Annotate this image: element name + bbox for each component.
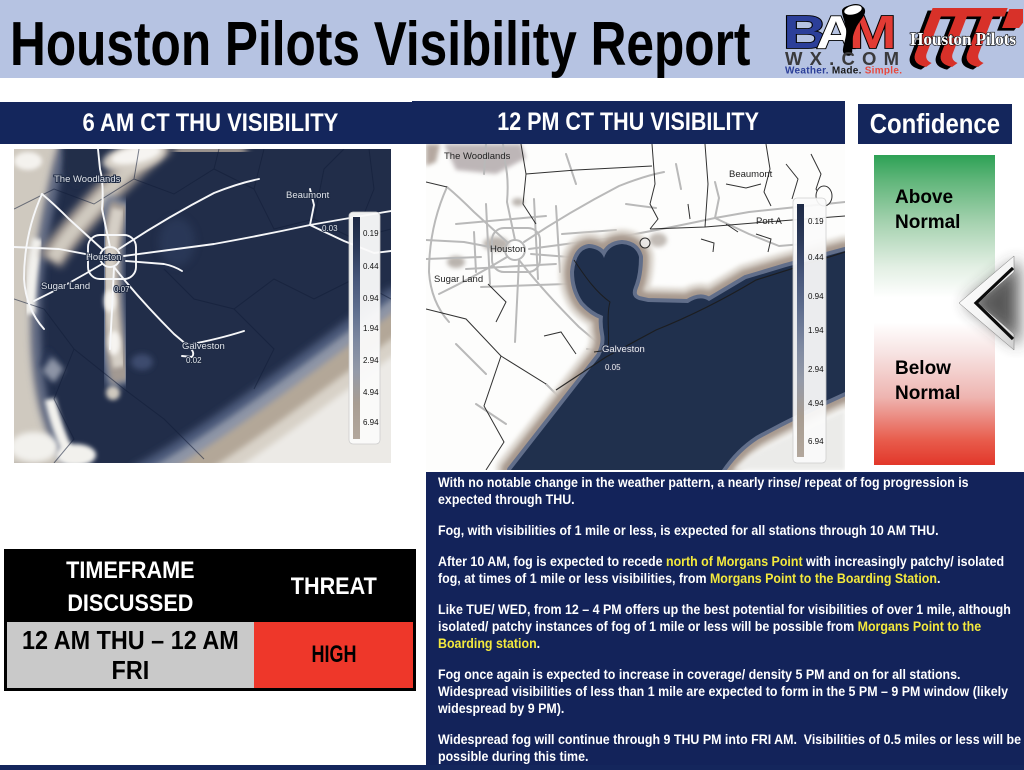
svg-text:Galveston: Galveston xyxy=(182,341,225,352)
svg-text:0.07: 0.07 xyxy=(114,285,130,294)
svg-text:6.94: 6.94 xyxy=(363,418,379,427)
svg-text:Beaumont: Beaumont xyxy=(729,169,773,180)
svg-text:M: M xyxy=(849,6,897,57)
svg-text:4.94: 4.94 xyxy=(808,399,824,408)
svg-text:0.02: 0.02 xyxy=(186,356,202,365)
svg-text:0.44: 0.44 xyxy=(363,262,379,271)
svg-text:1.94: 1.94 xyxy=(808,326,824,335)
svg-text:0.05: 0.05 xyxy=(605,363,621,372)
svg-text:Galveston: Galveston xyxy=(602,344,645,355)
svg-text:1.94: 1.94 xyxy=(363,324,379,333)
svg-text:Houston: Houston xyxy=(86,252,121,263)
svg-text:WX.COM: WX.COM xyxy=(785,48,899,69)
svg-text:0.94: 0.94 xyxy=(363,294,379,303)
svg-text:0.19: 0.19 xyxy=(363,229,379,238)
svg-text:Weather. Made. Simple.: Weather. Made. Simple. xyxy=(785,66,902,76)
svg-text:Port A: Port A xyxy=(756,216,783,227)
svg-text:Houston: Houston xyxy=(490,244,525,255)
svg-text:0.03: 0.03 xyxy=(322,224,338,233)
svg-text:Sugar Land: Sugar Land xyxy=(434,274,483,285)
svg-text:The Woodlands: The Woodlands xyxy=(54,174,121,185)
svg-text:6.94: 6.94 xyxy=(808,437,824,446)
svg-text:Houston Pilots: Houston Pilots xyxy=(910,29,1016,49)
svg-text:0.44: 0.44 xyxy=(808,253,824,262)
svg-text:The Woodlands: The Woodlands xyxy=(444,151,511,162)
svg-text:0.19: 0.19 xyxy=(808,217,824,226)
svg-text:B: B xyxy=(785,7,827,58)
svg-text:2.94: 2.94 xyxy=(808,365,824,374)
svg-text:4.94: 4.94 xyxy=(363,388,379,397)
svg-text:0.94: 0.94 xyxy=(808,292,824,301)
svg-text:Beaumont: Beaumont xyxy=(286,190,330,201)
svg-text:2.94: 2.94 xyxy=(363,356,379,365)
svg-text:Sugar Land: Sugar Land xyxy=(41,281,90,292)
